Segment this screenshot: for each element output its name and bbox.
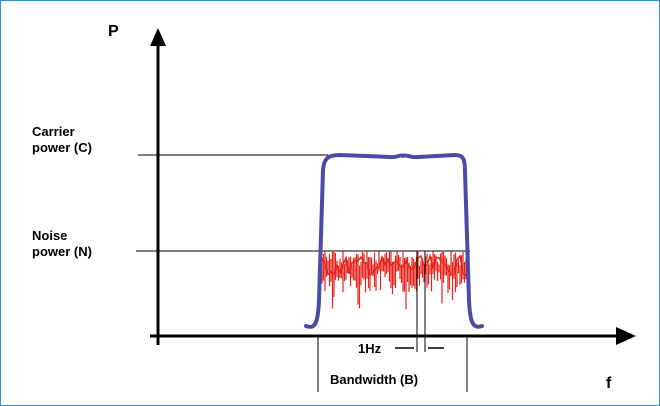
- noise-label-line1: Noise: [32, 228, 67, 243]
- x-axis-label: f: [606, 375, 612, 392]
- noise-trace: [321, 250, 467, 310]
- carrier-envelope: [304, 153, 484, 329]
- carrier-label-line2: power (C): [32, 140, 92, 155]
- resolution-label: 1Hz: [358, 341, 382, 356]
- noise-trace-overlay: [321, 253, 467, 278]
- noise-floor: [321, 250, 467, 310]
- noise-label-line2: power (N): [32, 244, 92, 259]
- carrier-label-line1: Carrier: [32, 124, 75, 139]
- bandwidth-label: Bandwidth (B): [330, 372, 418, 387]
- y-axis-arrow: [150, 28, 166, 46]
- y-axis-label: P: [108, 23, 119, 40]
- x-axis-arrow: [616, 327, 636, 345]
